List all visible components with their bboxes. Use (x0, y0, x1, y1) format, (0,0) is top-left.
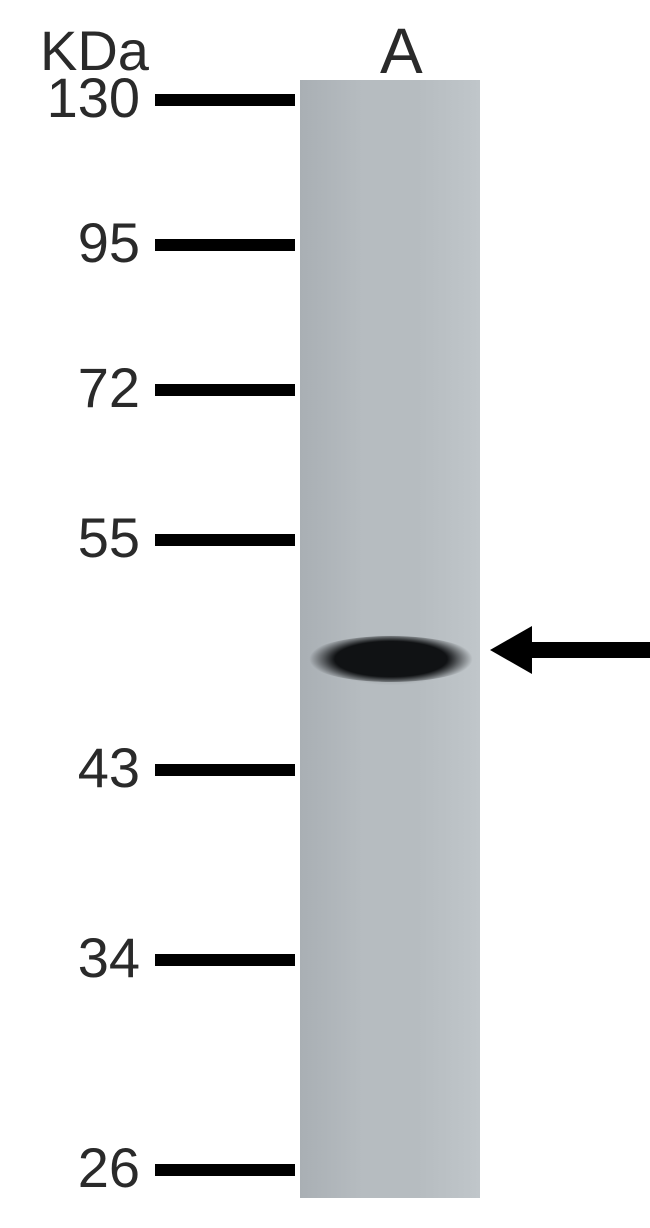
marker-tick (155, 954, 295, 966)
protein-band (306, 636, 476, 682)
marker-label: 55 (0, 505, 140, 570)
marker-tick (155, 94, 295, 106)
marker-label: 34 (0, 925, 140, 990)
marker-label: 95 (0, 210, 140, 275)
marker-tick (155, 534, 295, 546)
marker-tick (155, 764, 295, 776)
marker-label: 130 (0, 65, 140, 130)
marker-label: 72 (0, 355, 140, 420)
marker-tick (155, 239, 295, 251)
marker-tick (155, 1164, 295, 1176)
marker-label: 43 (0, 735, 140, 800)
band-arrow-icon (488, 622, 650, 678)
marker-label: 26 (0, 1135, 140, 1200)
lane-label: A (380, 14, 423, 88)
marker-tick (155, 384, 295, 396)
